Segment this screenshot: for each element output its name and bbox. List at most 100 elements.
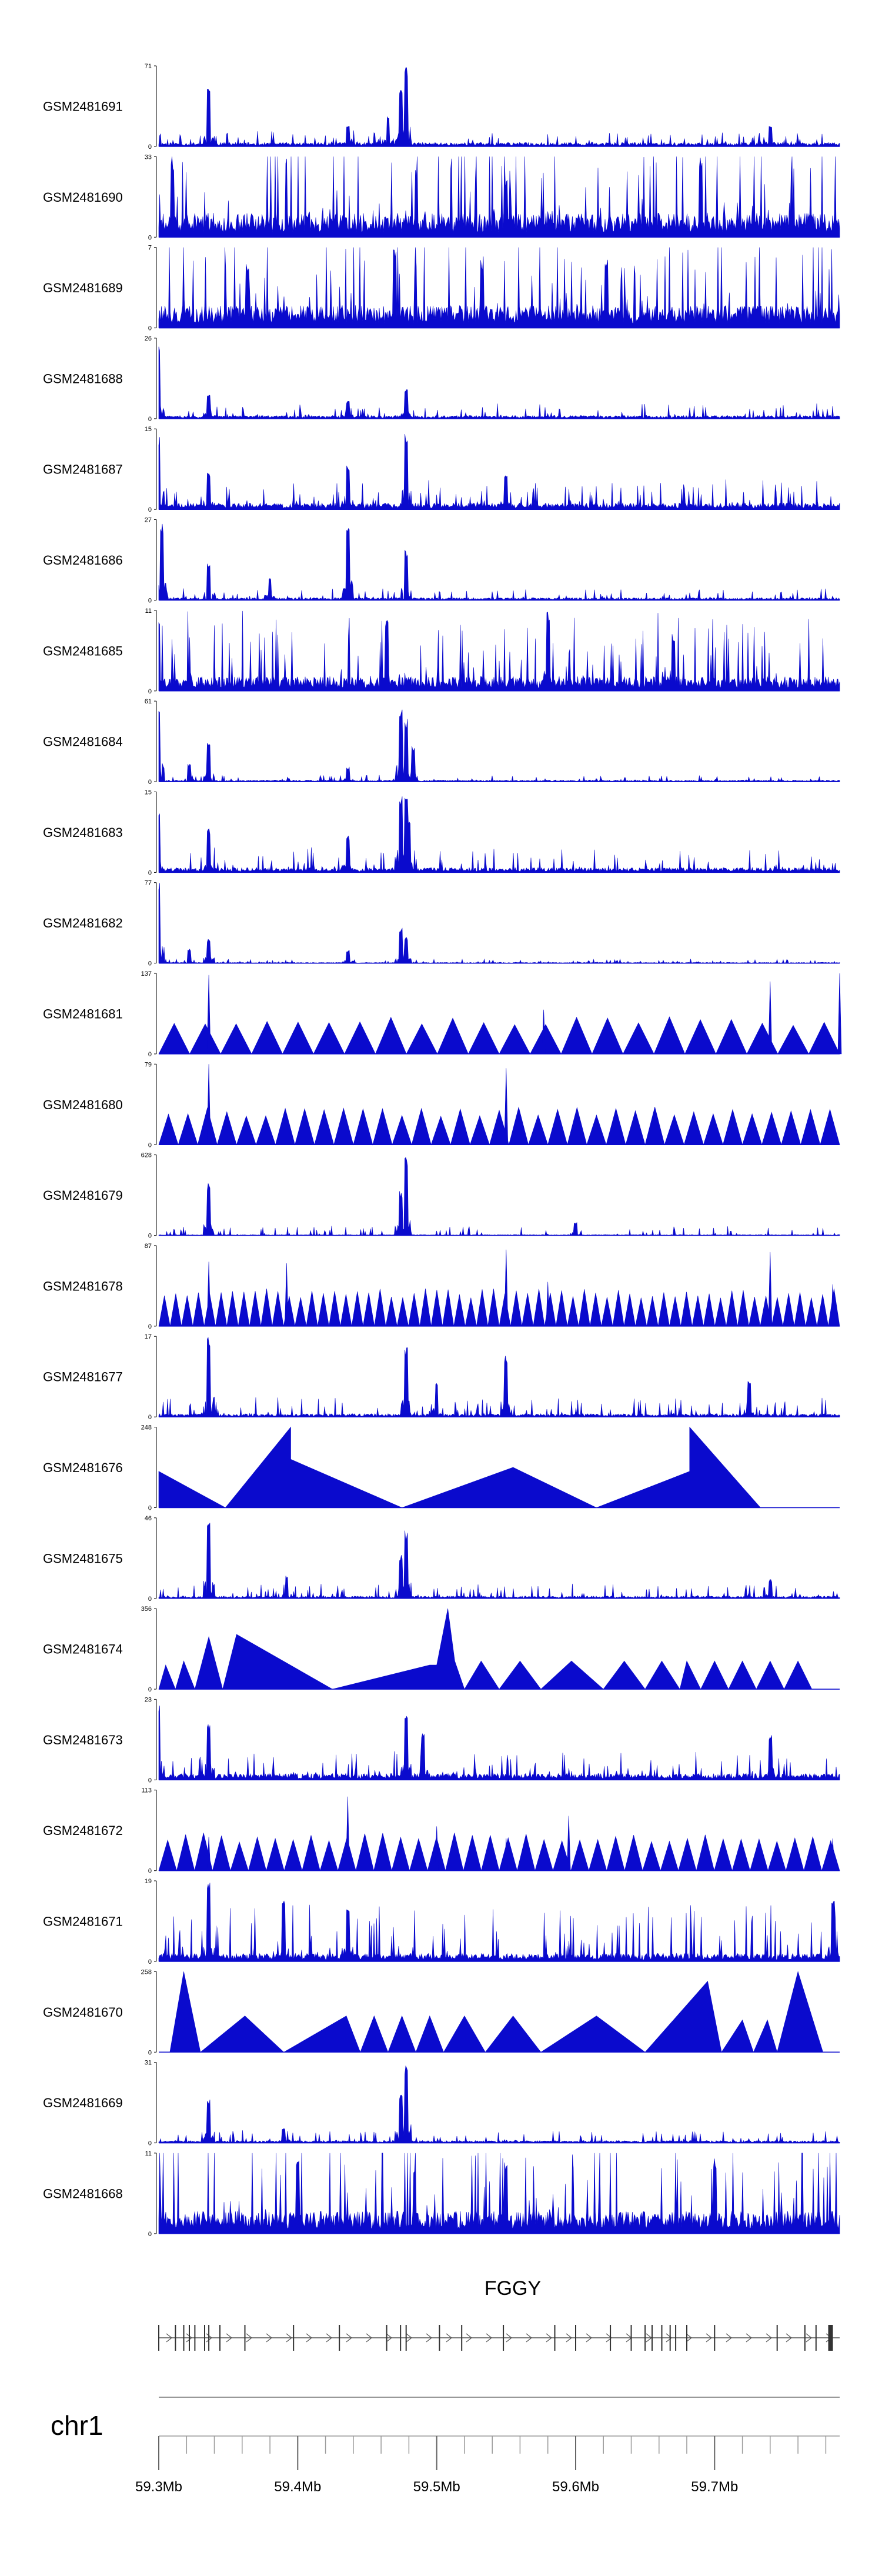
signal-area bbox=[158, 1249, 840, 1327]
y-min-label: 0 bbox=[148, 960, 152, 967]
y-min-label: 0 bbox=[148, 1051, 152, 1058]
track-label: GSM2481683 bbox=[43, 825, 123, 840]
y-max-label: 33 bbox=[145, 154, 152, 161]
exon bbox=[652, 2325, 653, 2351]
y-max-label: 11 bbox=[145, 2150, 152, 2157]
strand-arrow bbox=[566, 2333, 572, 2343]
track-label: GSM2481677 bbox=[43, 1370, 123, 1384]
track-label: GSM2481671 bbox=[43, 1914, 123, 1929]
y-min-label: 0 bbox=[148, 688, 152, 695]
signal-area bbox=[158, 1609, 813, 1690]
strand-arrow bbox=[346, 2333, 352, 2343]
signal-area bbox=[158, 1064, 840, 1146]
y-min-label: 0 bbox=[148, 325, 152, 332]
y-max-label: 258 bbox=[141, 1968, 152, 1976]
track-label: GSM2481669 bbox=[43, 2095, 123, 2110]
exon bbox=[554, 2325, 556, 2351]
exon bbox=[461, 2325, 463, 2351]
y-max-label: 11 bbox=[145, 608, 152, 615]
y-min-label: 0 bbox=[148, 869, 152, 876]
x-tick-label: 59.5Mb bbox=[413, 2479, 460, 2495]
y-min-label: 0 bbox=[148, 1233, 152, 1240]
y-max-label: 15 bbox=[145, 426, 152, 433]
y-min-label: 0 bbox=[148, 2049, 152, 2056]
signal-area bbox=[158, 610, 840, 692]
track-label: GSM2481688 bbox=[43, 371, 123, 386]
exon bbox=[661, 2325, 663, 2351]
signal-area bbox=[158, 973, 842, 1055]
exon bbox=[439, 2325, 440, 2351]
exon bbox=[386, 2325, 387, 2351]
exon bbox=[158, 2325, 159, 2351]
track-label: GSM2481685 bbox=[43, 643, 123, 658]
y-min-label: 0 bbox=[148, 2140, 152, 2147]
exon bbox=[828, 2325, 833, 2351]
strand-arrow bbox=[666, 2333, 672, 2343]
strand-arrow bbox=[506, 2333, 512, 2343]
exon bbox=[804, 2325, 806, 2351]
signal-area bbox=[158, 1523, 840, 1599]
track-label: GSM2481670 bbox=[43, 2005, 123, 2020]
strand-arrow bbox=[166, 2333, 172, 2343]
x-tick-label: 59.7Mb bbox=[691, 2479, 738, 2495]
exon bbox=[175, 2325, 176, 2351]
signal-area bbox=[158, 1705, 840, 1780]
signal-area bbox=[158, 796, 840, 873]
track-label: GSM2481689 bbox=[43, 281, 123, 295]
track-label: GSM2481682 bbox=[43, 916, 123, 930]
exon bbox=[183, 2325, 185, 2351]
y-max-label: 46 bbox=[145, 1515, 152, 1522]
track-label: GSM2481687 bbox=[43, 462, 123, 477]
y-max-label: 61 bbox=[145, 698, 152, 705]
strand-arrow bbox=[426, 2333, 432, 2343]
y-min-label: 0 bbox=[148, 598, 152, 605]
track-label: GSM2481681 bbox=[43, 1007, 123, 1022]
signal-area bbox=[158, 1157, 840, 1236]
y-max-label: 15 bbox=[145, 789, 152, 796]
strand-arrow bbox=[206, 2333, 212, 2343]
y-min-label: 0 bbox=[148, 144, 152, 151]
signal-area bbox=[158, 2153, 840, 2234]
y-min-label: 0 bbox=[148, 1323, 152, 1330]
y-max-label: 19 bbox=[145, 1878, 152, 1885]
y-max-label: 87 bbox=[145, 1243, 152, 1250]
signal-area bbox=[158, 709, 840, 782]
signal-area bbox=[158, 433, 840, 510]
track-label: GSM2481676 bbox=[43, 1460, 123, 1475]
gene-label: FGGY bbox=[485, 2277, 541, 2300]
exon bbox=[669, 2325, 671, 2351]
exon bbox=[405, 2325, 407, 2351]
y-min-label: 0 bbox=[148, 234, 152, 241]
y-min-label: 0 bbox=[148, 1414, 152, 1421]
y-min-label: 0 bbox=[148, 416, 152, 423]
strand-arrow bbox=[246, 2333, 252, 2343]
exon bbox=[189, 2325, 190, 2351]
y-max-label: 79 bbox=[145, 1061, 152, 1068]
exon bbox=[339, 2325, 340, 2351]
track-label: GSM2481691 bbox=[43, 99, 123, 114]
signal-area bbox=[158, 883, 840, 963]
strand-arrow bbox=[526, 2333, 532, 2343]
strand-arrow bbox=[546, 2333, 552, 2343]
y-max-label: 23 bbox=[145, 1696, 152, 1703]
x-tick-label: 59.6Mb bbox=[552, 2479, 599, 2495]
track-label: GSM2481672 bbox=[43, 1823, 123, 1838]
y-min-label: 0 bbox=[148, 1868, 152, 1875]
x-tick-label: 59.4Mb bbox=[274, 2479, 321, 2495]
strand-arrow bbox=[186, 2333, 192, 2343]
y-min-label: 0 bbox=[148, 506, 152, 513]
x-tick-label: 59.3Mb bbox=[135, 2479, 182, 2495]
signal-area bbox=[158, 1426, 761, 1508]
exon bbox=[644, 2325, 646, 2351]
y-max-label: 248 bbox=[141, 1424, 152, 1432]
y-max-label: 27 bbox=[145, 517, 152, 524]
exon bbox=[204, 2325, 205, 2351]
y-max-label: 356 bbox=[141, 1606, 152, 1613]
strand-arrow bbox=[366, 2333, 372, 2343]
y-max-label: 113 bbox=[141, 1787, 152, 1794]
track-label: GSM2481674 bbox=[43, 1642, 123, 1657]
signal-area bbox=[158, 2065, 840, 2143]
track-label: GSM2481675 bbox=[43, 1551, 123, 1566]
track-label: GSM2481680 bbox=[43, 1097, 123, 1112]
strand-arrow bbox=[806, 2333, 812, 2343]
